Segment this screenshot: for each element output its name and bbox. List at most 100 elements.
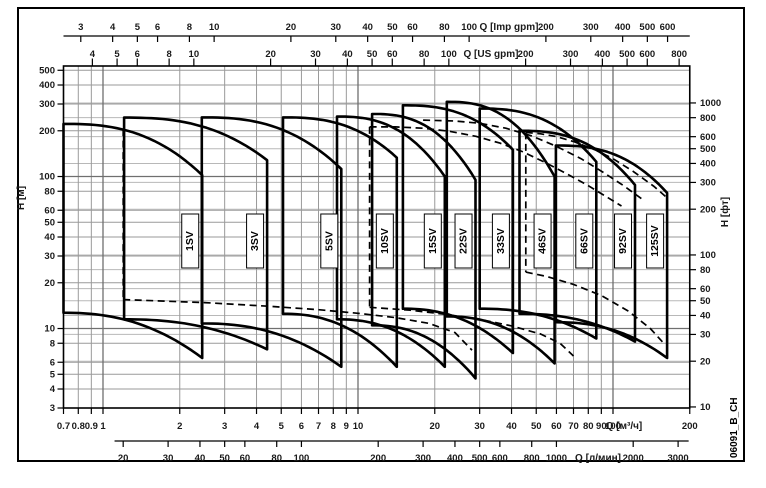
m3h-tick-label: 1 (100, 421, 106, 432)
pump-label-125sv: 125SV (649, 225, 661, 257)
lmin-tick-label: 600 (492, 453, 508, 464)
h-m-tick-label: 5 (50, 369, 56, 380)
us-gpm-tick-label: 8 (166, 49, 171, 60)
imp-gpm-tick-label: 40 (362, 22, 373, 33)
lmin-tick-label: 80 (271, 453, 282, 464)
h-m-tick-label: 500 (39, 65, 55, 76)
h-ft-tick-label: 800 (700, 113, 716, 124)
lmin-tick-label: 200 (370, 453, 386, 464)
envelope-22sv (370, 112, 477, 380)
dashed-curve-60hz (369, 306, 575, 357)
m3h-tick-label: 4 (254, 421, 260, 432)
envelope-125sv (554, 144, 669, 360)
pump-label-box-33sv (491, 213, 510, 269)
pump-label-22sv: 22SV (458, 228, 470, 254)
h-ft-tick-label: 400 (700, 159, 716, 170)
dashed-curve-60hz (525, 271, 665, 344)
lmin-tick-label: 500 (472, 453, 488, 464)
envelope-10sv (281, 116, 399, 369)
us-gpm-tick-label: 4 (90, 49, 96, 60)
imp-gpm-tick-label: 100 (461, 22, 477, 33)
h-ft-tick-label: 80 (700, 265, 711, 276)
imp-gpm-tick-label: 10 (209, 22, 220, 33)
pump-label-3sv: 3SV (249, 231, 261, 251)
envelope-66sv (478, 107, 598, 340)
h-m-tick-label: 30 (44, 251, 55, 262)
us-gpm-tick-label: 30 (310, 49, 321, 60)
pump-label-15sv: 15SV (427, 228, 439, 254)
imp-gpm-tick-label: 4 (110, 22, 116, 33)
pump-label-46sv: 46SV (537, 228, 549, 254)
us-gpm-tick-label: 100 (441, 49, 457, 60)
imp-gpm-tick-label: 400 (615, 22, 631, 33)
pump-label-box-125sv (646, 213, 665, 269)
pump-label-5sv: 5SV (323, 231, 335, 251)
pump-label-box-66sv (575, 213, 594, 269)
h-ft-tick-label: 20 (700, 356, 711, 367)
pump-label-92sv: 92SV (617, 228, 629, 254)
h-m-tick-label: 300 (39, 99, 55, 110)
pump-label-box-92sv (614, 213, 633, 269)
h-m-tick-label: 400 (39, 80, 55, 91)
pump-label-box-5sv (320, 213, 339, 269)
m3h-tick-label: 100 (605, 421, 621, 432)
h-ft-tick-label: 40 (700, 311, 711, 322)
pump-label-33sv: 33SV (495, 228, 507, 254)
lmin-axis-label: Q [л/мин] (575, 453, 621, 464)
us-gpm-tick-label: 60 (387, 49, 398, 60)
h-m-tick-label: 20 (44, 278, 55, 289)
h-m-tick-label: 200 (39, 126, 55, 137)
us-gpm-tick-label: 40 (342, 49, 353, 60)
h-ft-tick-label: 500 (700, 144, 716, 155)
h-m-tick-label: 50 (44, 217, 55, 228)
pump-label-1sv: 1SV (184, 231, 196, 251)
us-gpm-tick-label: 600 (639, 49, 655, 60)
m3h-tick-label: 200 (682, 421, 698, 432)
pump-label-66sv: 66SV (578, 228, 590, 254)
m3h-tick-label: 8 (331, 421, 336, 432)
m3h-tick-label: 10 (353, 421, 364, 432)
m3h-tick-label: 50 (531, 421, 542, 432)
m3h-axis-label: Q [м³/ч] (606, 421, 643, 432)
h-ft-tick-label: 200 (700, 204, 716, 215)
us-gpm-tick-label: 300 (563, 49, 579, 60)
imp-gpm-axis-label: Q [Imp gpm] (480, 22, 539, 33)
h-ft-tick-label: 30 (700, 330, 711, 341)
h-m-tick-label: 6 (50, 357, 55, 368)
us-gpm-tick-label: 800 (671, 49, 687, 60)
pump-label-box-15sv (423, 213, 442, 269)
us-gpm-tick-label: 200 (518, 49, 534, 60)
dashed-curve-60hz (525, 131, 670, 200)
pump-label-box-46sv (533, 213, 552, 269)
m3h-tick-label: 0.9 (85, 421, 98, 432)
h-ft-axis-label: H [фт] (719, 197, 731, 227)
m3h-tick-label: 6 (299, 421, 304, 432)
imp-gpm-tick-label: 80 (439, 22, 450, 33)
lmin-tick-label: 20 (118, 453, 129, 464)
lmin-tick-label: 800 (524, 453, 540, 464)
us-gpm-tick-label: 5 (114, 49, 120, 60)
lmin-tick-label: 30 (163, 453, 174, 464)
us-gpm-tick-label: 80 (419, 49, 430, 60)
dashed-curve-60hz (369, 126, 622, 207)
m3h-tick-label: 2 (177, 421, 182, 432)
lmin-tick-label: 1000 (546, 453, 567, 464)
envelope-33sv (401, 104, 515, 355)
pump-label-box-10sv (375, 213, 394, 269)
h-ft-tick-label: 50 (700, 296, 711, 307)
imp-gpm-tick-label: 600 (660, 22, 676, 33)
m3h-tick-label: 5 (279, 421, 285, 432)
h-m-tick-label: 3 (50, 403, 55, 414)
us-gpm-tick-label: 10 (189, 49, 200, 60)
imp-gpm-tick-label: 60 (407, 22, 418, 33)
lmin-tick-label: 3000 (668, 453, 689, 464)
h-ft-tick-label: 60 (700, 284, 711, 295)
us-gpm-tick-label: 50 (367, 49, 378, 60)
lmin-tick-label: 100 (293, 453, 309, 464)
imp-gpm-tick-label: 8 (187, 22, 192, 33)
envelope-3sv (122, 116, 269, 351)
h-ft-tick-label: 1000 (700, 98, 721, 109)
h-m-tick-label: 80 (44, 186, 55, 197)
lmin-tick-label: 60 (240, 453, 251, 464)
